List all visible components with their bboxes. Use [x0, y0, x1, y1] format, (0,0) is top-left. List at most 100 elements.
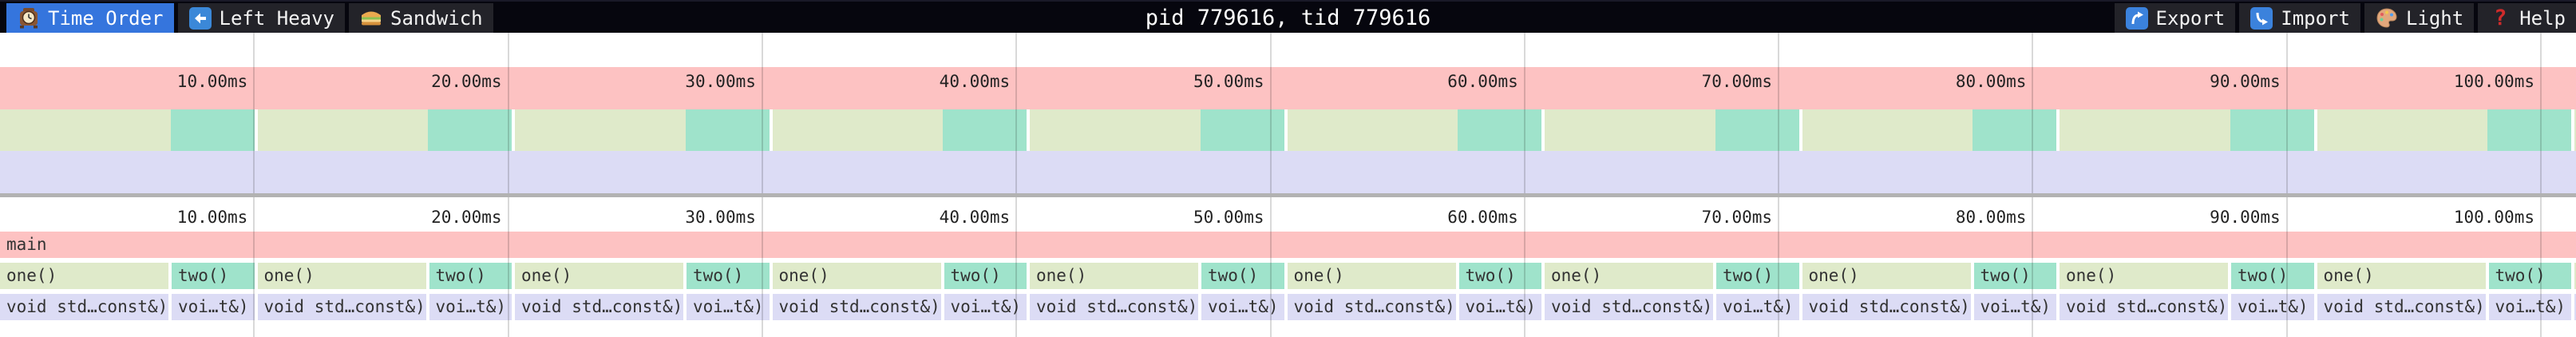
minimap-frame-main — [0, 67, 2576, 109]
flame-frame-two[interactable]: two() — [2231, 263, 2314, 289]
flame-frame-two[interactable]: two() — [2488, 263, 2571, 289]
flame-row-2: void std…const&) voi…t&) void std…const&) v… — [0, 294, 2576, 320]
tab-time-order[interactable]: Time Order — [6, 3, 174, 33]
action-label: Help — [2519, 6, 2566, 30]
flame-frame-main[interactable]: main — [0, 232, 2576, 258]
minimap-frame-one — [1545, 109, 1715, 151]
time-gridline — [253, 197, 255, 337]
help-button[interactable]: ? Help — [2478, 3, 2576, 33]
time-gridline — [1269, 33, 1272, 193]
flame-frame-one[interactable]: one() — [2317, 263, 2486, 289]
tab-left-heavy[interactable]: Left Heavy — [177, 3, 345, 33]
time-axis-label: 90.00ms — [2210, 208, 2281, 227]
flame-frame-two[interactable]: two() — [1973, 263, 2056, 289]
flame-frame-one[interactable]: one() — [2060, 263, 2228, 289]
flame-frame-one[interactable]: one() — [1802, 263, 1971, 289]
flame-frame-one[interactable]: one() — [1287, 263, 1456, 289]
minimap-frame-two — [2487, 109, 2571, 151]
time-axis-label: 10.00ms — [176, 208, 248, 227]
flame-frame-two-detail[interactable]: voi…t&) — [687, 294, 770, 320]
flame-frame-two[interactable]: two() — [1716, 263, 1799, 289]
flame-frame-one-detail[interactable]: void std…const&) — [1802, 294, 1971, 320]
flame-frame-one-detail[interactable]: void std…const&) — [1030, 294, 1198, 320]
import-button[interactable]: Import — [2239, 3, 2360, 33]
minimap-frame-one — [0, 109, 171, 151]
clock-icon — [17, 6, 41, 30]
flame-frame-one[interactable]: one() — [2574, 263, 2576, 289]
minimap-frame-two — [2230, 109, 2314, 151]
time-gridline — [2540, 33, 2542, 193]
action-label: Light — [2405, 6, 2464, 30]
minimap[interactable]: 10.00ms 20.00ms 30.00ms 40.00ms 50.00ms 60.00… — [0, 33, 2576, 193]
flame-frame-two-detail[interactable]: voi…t&) — [1201, 294, 1284, 320]
flame-frame-one[interactable]: one() — [1030, 263, 1198, 289]
time-axis-label: 30.00ms — [685, 208, 756, 227]
flame-frame-one-detail[interactable]: void std…const&) — [772, 294, 941, 320]
toolbar: Time Order Left Heavy Sandwich pid 779616,… — [0, 0, 2576, 33]
flamechart: main one() two() one() two() one() two() one() t… — [0, 197, 2576, 337]
time-gridline — [507, 33, 509, 193]
flame-frame-two[interactable]: two() — [944, 263, 1027, 289]
flame-frame-one-detail[interactable]: void std…const&) — [2060, 294, 2228, 320]
flame-frame-two-detail[interactable]: voi…t&) — [1458, 294, 1541, 320]
flame-frame-two[interactable]: two() — [687, 263, 770, 289]
time-axis-label: 40.00ms — [939, 72, 1011, 91]
question-icon: ? — [2494, 5, 2507, 30]
flame-frame-two[interactable]: two() — [1458, 263, 1541, 289]
time-axis-label: 80.00ms — [1955, 72, 2027, 91]
minimap-divider[interactable] — [0, 193, 2576, 197]
minimap-frame-one — [1030, 109, 1201, 151]
time-axis-label: 30.00ms — [685, 72, 756, 91]
flame-frame-two-detail[interactable]: voi…t&) — [1716, 294, 1799, 320]
minimap-frame-two — [170, 109, 255, 151]
minimap-frame-one — [1287, 109, 1458, 151]
time-gridline — [507, 197, 509, 337]
flame-frame-two-detail[interactable]: voi…t&) — [1973, 294, 2056, 320]
minimap-frame-one — [1802, 109, 1973, 151]
minimap-frame-two — [1458, 109, 1541, 151]
flame-frame-two-detail[interactable]: voi…t&) — [429, 294, 512, 320]
flame-frame-two-detail[interactable]: voi…t&) — [2488, 294, 2571, 320]
flame-frame-one-detail[interactable]: void std…const&) — [257, 294, 426, 320]
export-button[interactable]: Export — [2114, 3, 2236, 33]
flame-frame-one-detail[interactable]: void std…const&) — [1545, 294, 1713, 320]
flame-frame-one[interactable]: one() — [1545, 263, 1713, 289]
tab-label: Left Heavy — [219, 6, 335, 30]
flame-frame-one-detail[interactable]: void std…const&) — [515, 294, 683, 320]
flame-frame-two-detail[interactable]: voi…t&) — [2231, 294, 2314, 320]
time-axis-label: 60.00ms — [1447, 208, 1518, 227]
flame-frame-one[interactable]: one() — [772, 263, 941, 289]
time-gridline — [2285, 197, 2288, 337]
flame-frame-two[interactable]: two() — [1201, 263, 1284, 289]
flame-frame-one-detail[interactable]: void std…const&) — [2317, 294, 2486, 320]
flame-frame-two-detail[interactable]: voi…t&) — [172, 294, 255, 320]
minimap-frame-two — [428, 109, 512, 151]
tab-label: Time Order — [48, 6, 164, 30]
tab-sandwich[interactable]: Sandwich — [349, 3, 493, 33]
flame-frame-one-detail[interactable]: void std…const&) — [0, 294, 168, 320]
time-gridline — [2540, 197, 2542, 337]
time-axis-label: 40.00ms — [939, 208, 1011, 227]
flame-frame-one[interactable]: one() — [515, 263, 683, 289]
time-axis-label: 50.00ms — [1193, 72, 1264, 91]
flame-frame-two[interactable]: two() — [172, 263, 255, 289]
flame-frame-one-detail[interactable]: void std…const&) — [1287, 294, 1456, 320]
time-gridline — [1015, 33, 1018, 193]
minimap-frame-one — [257, 109, 428, 151]
flame-frame-one[interactable]: one() — [0, 263, 168, 289]
action-label: Export — [2155, 6, 2226, 30]
time-axis-label: 90.00ms — [2210, 72, 2281, 91]
minimap-frame-one — [772, 109, 943, 151]
flame-row-1: one() two() one() two() one() two() one() two()… — [0, 263, 2576, 289]
flame-frame-one-detail[interactable]: void std…const&) — [2574, 294, 2576, 320]
flame-row-root: main — [0, 232, 2576, 258]
time-gridline — [761, 33, 763, 193]
import-icon — [2250, 6, 2273, 30]
flame-frame-two-detail[interactable]: voi…t&) — [944, 294, 1027, 320]
time-axis-label: 100.00ms — [2453, 72, 2534, 91]
view-tabs: Time Order Left Heavy Sandwich — [6, 2, 493, 33]
light-button[interactable]: Light — [2364, 3, 2475, 33]
time-gridline — [1778, 197, 1780, 337]
flame-frame-two[interactable]: two() — [429, 263, 512, 289]
flame-frame-one[interactable]: one() — [257, 263, 426, 289]
